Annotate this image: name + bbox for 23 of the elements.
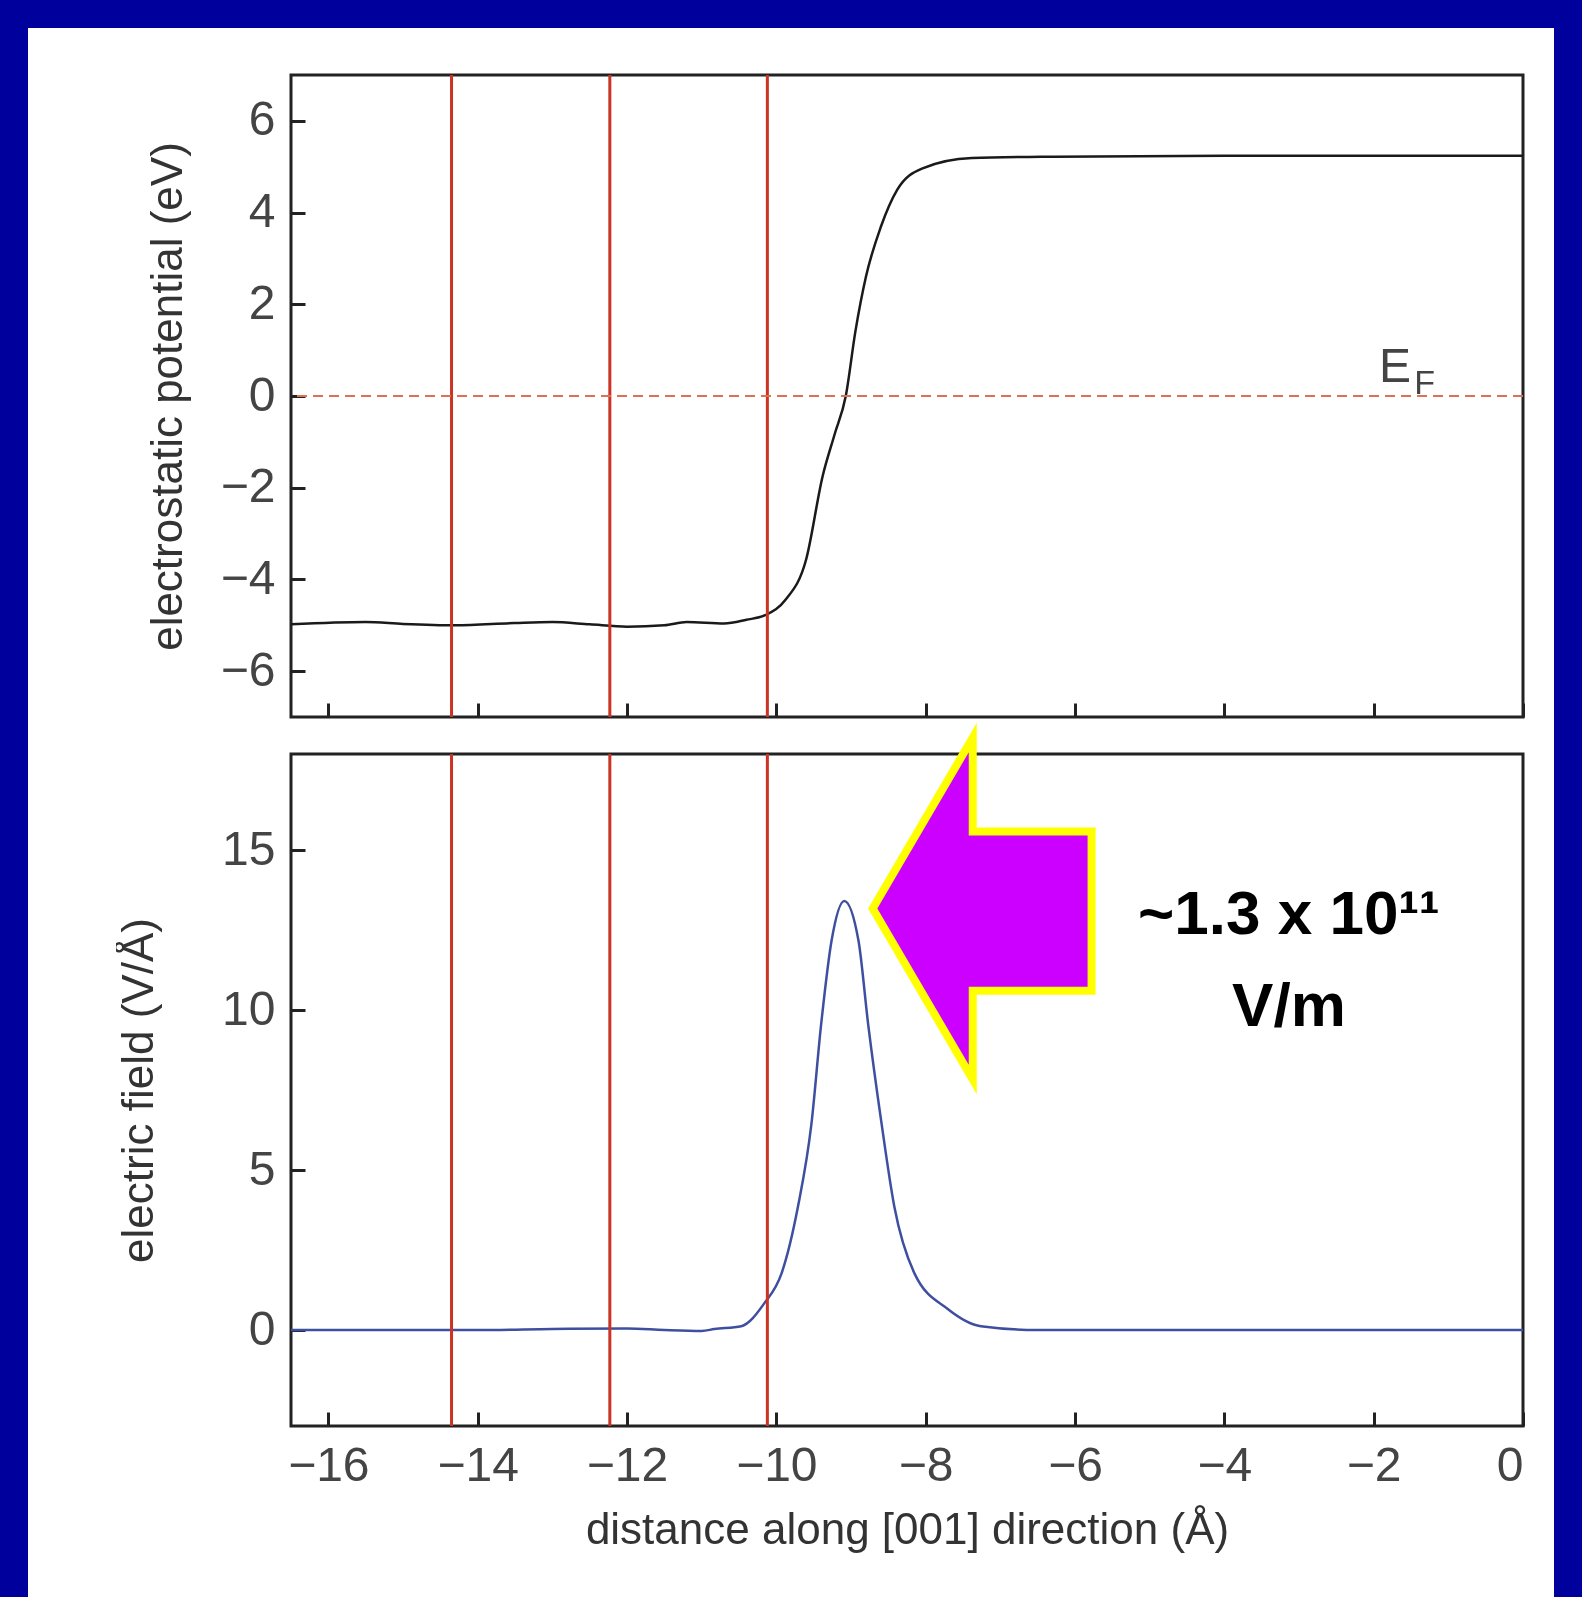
x-tick-label: −8: [898, 1437, 954, 1491]
y-tick-label: 6: [248, 92, 276, 146]
x-tick-label: −4: [1197, 1437, 1253, 1491]
y-tick-label: 10: [222, 981, 276, 1035]
x-tick-label: −12: [586, 1437, 669, 1491]
y-tick-label: 4: [248, 184, 276, 238]
x-tick-label: −16: [288, 1437, 370, 1491]
y-tick-label: 0: [248, 1301, 276, 1355]
x-tick-label: 0: [1496, 1437, 1524, 1491]
y-axis-title: electrostatic potential (eV): [141, 142, 191, 651]
y-tick-label: −6: [220, 642, 276, 696]
x-tick-label: −2: [1346, 1437, 1402, 1491]
y-tick-label: 5: [248, 1141, 276, 1195]
x-tick-label: −10: [736, 1437, 818, 1491]
y-tick-label: −4: [220, 550, 276, 604]
y-tick-label: −2: [220, 459, 276, 513]
x-tick-label: −6: [1048, 1437, 1103, 1491]
y-tick-label: 2: [248, 275, 276, 329]
y-tick-label: 15: [222, 821, 276, 875]
x-tick-label: −14: [437, 1437, 519, 1491]
annotation: ~1.3 x 10¹¹ V/m: [1138, 878, 1440, 1040]
x-axis-title: distance along [001] direction (Å): [585, 1503, 1230, 1553]
y-tick-label: 0: [248, 367, 276, 421]
